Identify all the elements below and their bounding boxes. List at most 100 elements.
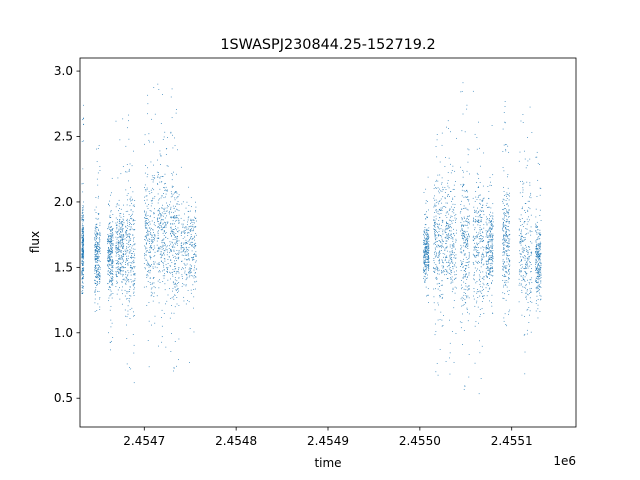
data-point	[445, 274, 447, 275]
data-point	[524, 221, 526, 222]
data-point	[449, 255, 451, 257]
data-point	[119, 236, 121, 237]
data-point	[482, 256, 484, 258]
data-point	[435, 211, 437, 213]
data-point	[165, 244, 166, 246]
data-point	[477, 236, 478, 238]
data-point	[507, 255, 509, 256]
data-point	[146, 276, 148, 278]
data-point	[148, 266, 150, 268]
data-point	[507, 229, 509, 231]
data-point	[109, 216, 110, 218]
data-point	[476, 254, 478, 256]
data-point	[448, 187, 450, 189]
data-point	[82, 168, 84, 170]
data-point	[436, 279, 438, 280]
data-point	[540, 243, 542, 244]
data-point	[116, 241, 118, 243]
data-point	[109, 228, 110, 230]
data-point	[428, 256, 429, 257]
data-point	[530, 264, 532, 265]
data-point	[110, 250, 112, 252]
data-point	[178, 338, 180, 340]
data-point	[129, 219, 130, 221]
data-point	[488, 269, 490, 271]
data-point	[95, 266, 96, 267]
data-point	[109, 275, 110, 276]
data-point	[185, 249, 187, 251]
data-point	[173, 232, 175, 234]
data-point	[147, 167, 148, 169]
data-point	[96, 245, 97, 247]
data-point	[460, 184, 462, 186]
data-point	[160, 214, 162, 215]
data-point	[157, 233, 159, 234]
data-point	[112, 214, 114, 215]
data-point	[459, 251, 461, 253]
data-point	[424, 236, 425, 238]
data-point	[121, 229, 123, 231]
data-point	[538, 286, 540, 288]
data-point	[468, 216, 470, 217]
data-point	[173, 367, 175, 369]
data-point	[536, 253, 537, 255]
data-point	[172, 246, 174, 248]
data-point	[491, 243, 493, 245]
data-point	[94, 298, 96, 300]
data-point	[132, 334, 134, 335]
data-point	[83, 261, 84, 263]
data-point	[115, 286, 117, 287]
data-point	[445, 202, 447, 204]
data-point	[146, 199, 148, 201]
data-point	[428, 250, 430, 251]
data-point	[540, 267, 542, 269]
data-point	[176, 303, 178, 305]
data-point	[130, 228, 131, 230]
data-point	[448, 235, 449, 237]
data-point	[451, 211, 453, 213]
data-point	[117, 252, 119, 253]
data-point	[151, 220, 153, 222]
data-point	[127, 193, 129, 195]
data-point	[158, 247, 160, 248]
data-point	[149, 193, 151, 195]
data-point	[440, 245, 442, 247]
data-point	[479, 340, 480, 342]
data-point	[175, 252, 177, 254]
data-point	[122, 253, 124, 255]
data-point	[97, 258, 99, 260]
data-point	[146, 195, 148, 197]
data-point	[454, 274, 456, 276]
data-point	[147, 94, 149, 96]
data-point	[82, 254, 84, 256]
data-point	[109, 226, 111, 228]
data-point	[181, 251, 183, 253]
data-point	[110, 273, 112, 275]
data-point	[479, 229, 481, 230]
data-point	[121, 234, 123, 235]
data-point	[144, 184, 146, 186]
data-point	[187, 254, 189, 255]
y-tick-label: 1.0	[54, 326, 73, 340]
data-point	[455, 241, 457, 243]
data-point	[127, 220, 129, 222]
data-point	[452, 268, 454, 270]
data-point	[157, 83, 159, 85]
data-point	[189, 362, 190, 363]
data-point	[537, 255, 539, 257]
data-point	[107, 273, 109, 275]
data-point	[144, 134, 146, 136]
data-point	[130, 266, 131, 268]
data-point	[439, 245, 441, 247]
data-point	[81, 241, 83, 243]
data-point	[83, 228, 84, 230]
data-point	[151, 283, 153, 285]
data-point	[195, 260, 197, 262]
data-point	[519, 282, 521, 284]
data-point	[460, 248, 461, 250]
data-point	[507, 249, 509, 251]
data-point	[466, 170, 468, 172]
data-point	[159, 208, 160, 209]
data-point	[95, 267, 97, 269]
data-point	[188, 210, 190, 212]
